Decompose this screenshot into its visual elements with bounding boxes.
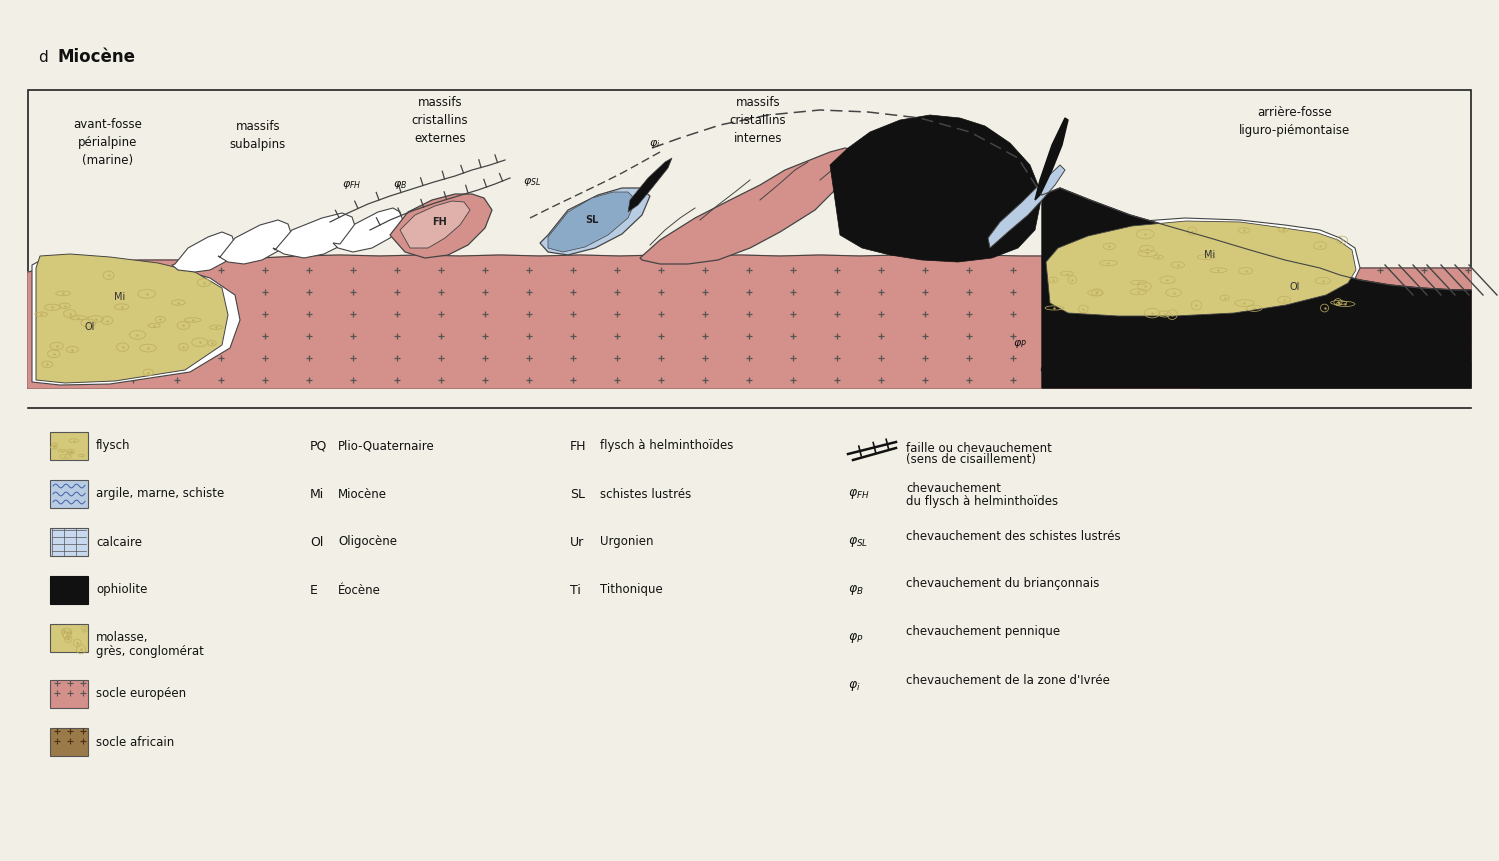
Text: chevauchement: chevauchement [905,481,1001,494]
Text: Miocène: Miocène [337,487,387,500]
Text: avant-fosse
périalpine
(marine): avant-fosse périalpine (marine) [73,118,142,167]
Bar [49,680,88,708]
Text: E: E [310,584,318,597]
Text: $\varphi_{P}$: $\varphi_{P}$ [848,631,863,645]
Polygon shape [390,194,492,258]
Text: Mi: Mi [1204,250,1216,260]
Polygon shape [273,213,355,258]
Text: $\varphi_{B}$: $\varphi_{B}$ [393,179,408,191]
Text: ophiolite: ophiolite [96,584,147,597]
Text: massifs
cristallins
internes: massifs cristallins internes [730,96,787,145]
Polygon shape [400,201,471,248]
Polygon shape [1042,218,1360,318]
Text: faille ou chevauchement: faille ou chevauchement [905,442,1052,455]
Text: $\varphi_{FH}$: $\varphi_{FH}$ [848,487,869,501]
Text: Ti: Ti [570,584,582,597]
Polygon shape [217,220,292,264]
Text: $\varphi_{P}$: $\varphi_{P}$ [1013,338,1027,350]
Text: chevauchement de la zone d'Ivrée: chevauchement de la zone d'Ivrée [905,673,1109,686]
Text: $\varphi_{i}$: $\varphi_{i}$ [1039,364,1051,376]
Text: argile, marne, schiste: argile, marne, schiste [96,487,225,500]
Polygon shape [640,148,854,264]
Text: SL: SL [585,215,598,225]
Text: $\varphi_{i}$: $\varphi_{i}$ [649,138,661,150]
Text: calcaire: calcaire [96,536,142,548]
Polygon shape [830,115,1042,262]
Polygon shape [28,255,1471,388]
Polygon shape [1046,221,1357,316]
Text: chevauchement des schistes lustrés: chevauchement des schistes lustrés [905,530,1121,542]
Bar [49,576,88,604]
Polygon shape [333,208,405,252]
Bar [49,728,88,756]
Text: flysch à helminthoïdes: flysch à helminthoïdes [600,439,733,453]
Text: Éocène: Éocène [337,584,381,597]
Polygon shape [988,165,1064,248]
Text: grès, conglomérat: grès, conglomérat [96,646,204,659]
Text: Ur: Ur [570,536,585,548]
Polygon shape [549,192,636,252]
Bar [49,432,88,460]
Text: d: d [37,49,48,65]
Text: Tithonique: Tithonique [600,584,663,597]
Text: $\varphi_{FH}$: $\varphi_{FH}$ [342,179,361,191]
Text: Oligocène: Oligocène [337,536,397,548]
Text: chevauchement du briançonnais: chevauchement du briançonnais [905,578,1099,591]
Text: du flysch à helminthoïdes: du flysch à helminthoïdes [905,495,1058,509]
Text: FH: FH [433,217,447,227]
Text: flysch: flysch [96,439,130,453]
Text: Ol: Ol [85,322,96,332]
Text: schistes lustrés: schistes lustrés [600,487,691,500]
Text: molasse,: molasse, [96,631,148,645]
Text: Ol: Ol [310,536,324,548]
Polygon shape [172,232,235,272]
Text: chevauchement pennique: chevauchement pennique [905,625,1060,639]
Polygon shape [1042,188,1471,388]
Text: $\varphi_{B}$: $\varphi_{B}$ [848,583,863,597]
Text: arrière-fosse
liguro-piémontaise: arrière-fosse liguro-piémontaise [1240,106,1351,137]
Bar [49,480,88,508]
Polygon shape [36,254,228,383]
Polygon shape [1201,362,1471,388]
Polygon shape [628,158,672,212]
Text: FH: FH [570,439,586,453]
Text: Ol: Ol [1289,282,1300,292]
Text: massifs
subalpins: massifs subalpins [229,120,286,151]
Text: $\varphi_{i}$: $\varphi_{i}$ [848,679,860,693]
Text: socle européen: socle européen [96,687,186,701]
Bar [49,528,88,556]
Bar [49,624,88,652]
Text: Mi: Mi [310,487,324,500]
Text: socle africain: socle africain [96,735,174,748]
Text: $\varphi_{SL}$: $\varphi_{SL}$ [523,176,541,188]
Bar [28,90,1471,388]
Text: Mi: Mi [114,292,126,302]
Text: Miocène: Miocène [58,48,136,66]
Text: Urgonien: Urgonien [600,536,654,548]
Polygon shape [540,188,651,255]
Text: massifs
cristallins
externes: massifs cristallins externes [412,96,468,145]
Text: (sens de cisaillement): (sens de cisaillement) [905,454,1036,467]
Text: SL: SL [570,487,585,500]
Text: PQ: PQ [310,439,327,453]
Polygon shape [31,258,240,385]
Text: Plio-Quaternaire: Plio-Quaternaire [337,439,435,453]
Text: $\varphi_{SL}$: $\varphi_{SL}$ [848,535,868,549]
Polygon shape [1034,118,1067,200]
